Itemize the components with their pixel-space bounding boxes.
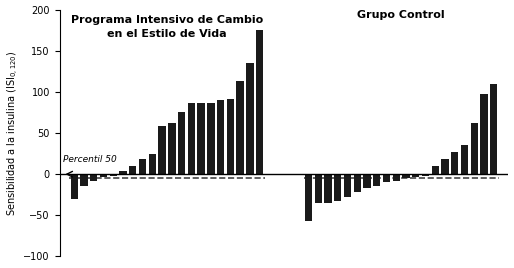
Bar [236,81,244,174]
Bar [217,100,224,174]
Bar [168,123,175,174]
Bar [363,174,371,188]
Bar [315,174,322,203]
Bar [70,174,78,199]
Bar [481,94,488,174]
Bar [373,174,380,187]
Bar [119,171,127,174]
Bar [344,174,351,197]
Bar [139,159,146,174]
Bar [393,174,400,181]
Bar [129,166,137,174]
Bar [158,126,166,174]
Bar [354,174,361,192]
Bar [197,103,205,174]
Bar [402,174,410,178]
Bar [412,174,419,177]
Bar [471,123,478,174]
Bar [451,152,458,174]
Text: Percentil 50: Percentil 50 [63,155,116,164]
Bar [178,112,185,174]
Bar [256,30,263,174]
Bar [305,174,312,221]
Bar [432,166,439,174]
Bar [100,174,107,177]
Bar [90,174,98,181]
Bar [490,84,498,174]
Bar [334,174,341,201]
Bar [324,174,332,203]
Bar [149,154,156,174]
Bar [207,103,214,174]
Bar [383,174,390,183]
Bar [109,174,117,176]
Bar [188,103,195,174]
Y-axis label: Sensibilidad a la insulina (ISI$_{0, 120}$): Sensibilidad a la insulina (ISI$_{0, 120… [6,50,21,216]
Bar [442,159,449,174]
Bar [422,174,429,176]
Text: Grupo Control: Grupo Control [357,10,445,20]
Bar [80,174,88,187]
Bar [246,63,253,174]
Bar [461,145,468,174]
Text: Programa Intensivo de Cambio
en el Estilo de Vida: Programa Intensivo de Cambio en el Estil… [71,15,263,39]
Bar [227,99,234,174]
